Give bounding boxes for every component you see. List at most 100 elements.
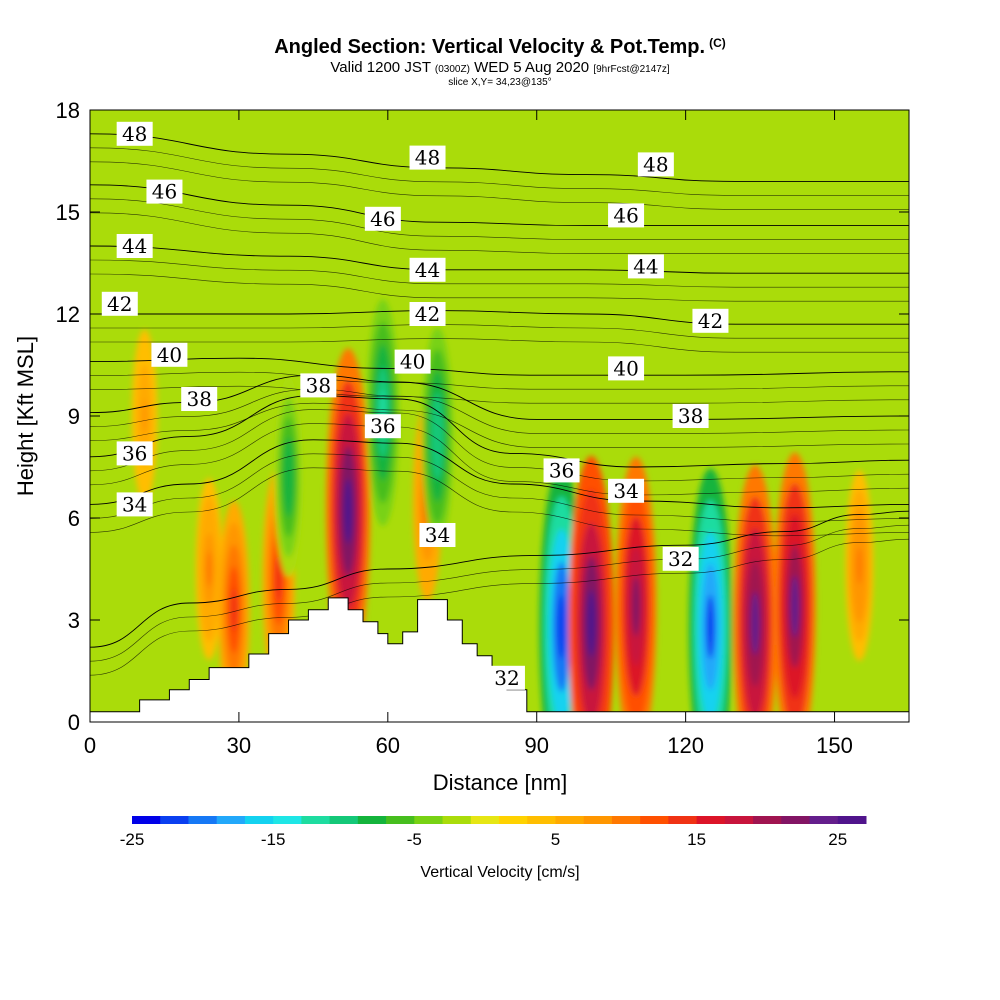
isentrope-minor [90,324,909,339]
contour-label-box [116,492,153,517]
copyright-mark: (C) [709,36,726,50]
velocity-cell [568,455,615,722]
contour-label-box [409,145,446,170]
contour-label: 34 [608,478,645,503]
contour-label-text: 48 [122,122,147,146]
contour-label-box [101,291,138,316]
colorbar-swatch [357,816,387,824]
contour-label-text: 34 [425,523,450,547]
y-tick-label: 0 [68,710,80,735]
y-tick-label: 18 [56,98,80,123]
contour-label-text: 34 [122,492,147,516]
x-tick-label: 150 [816,733,853,758]
valid-date: WED 5 Aug 2020 [474,59,590,76]
isentrope-minor [90,423,909,496]
isentrope-46 [90,184,909,227]
contour-label-text: 36 [122,441,147,465]
contour-label-box [364,206,401,231]
velocity-cell-level [206,550,212,588]
x-axis-label: Distance [nm] [433,770,568,795]
contour-label: 42 [692,308,729,333]
colorbar-swatch [301,816,331,824]
contour-label: 44 [627,254,664,279]
contour-label-text: 40 [157,343,182,367]
x-tick-label: 90 [524,733,548,758]
contour-label: 40 [394,349,431,374]
isentrope-minor [90,198,909,240]
y-axis-label: Height [Kft MSL] [13,336,38,496]
x-tick-label: 120 [667,733,704,758]
isentrope-42 [90,310,909,325]
contour-label: 42 [409,302,446,326]
velocity-cell [325,348,371,675]
colorbar-swatch [696,816,726,824]
contour-label: 48 [116,121,153,146]
velocity-cell [195,478,223,660]
contour-label-box [627,254,664,279]
contour-label-text: 48 [415,146,440,170]
contour-label: 42 [101,291,138,316]
velocity-cell-level [750,591,760,656]
colorbar-swatch [809,816,839,824]
velocity-cell-level [285,457,292,498]
contour-label-text: 42 [107,292,132,316]
contour-label-box [116,441,153,466]
colorbar-swatch [499,816,528,824]
contour-label-text: 44 [633,254,658,278]
valid-utc: (0300Z) [434,64,470,75]
colorbar-swatch [668,816,698,824]
isentrope-minor [90,538,909,676]
isentrope-minor [90,259,909,288]
colorbar-tick-label: 15 [687,830,706,849]
contour-label: 32 [488,665,525,690]
isentrope-minor [90,453,909,523]
velocity-cell-level [586,589,596,657]
isentrope-minor [90,409,909,482]
colorbar-swatch [244,816,274,824]
contour-label-box [409,302,446,326]
colorbar-tick-label: -5 [407,830,422,849]
contour-label-box [608,203,645,228]
isentrope-36 [90,395,909,468]
velocity-cell [733,464,777,722]
isentrope-minor [90,147,909,196]
contour-label: 46 [146,179,183,204]
contour-label-text: 46 [613,203,638,227]
isentrope-34 [90,439,909,509]
contour-label-box [300,373,337,398]
colorbar-swatch [611,816,641,824]
isentrope-minor [90,212,909,254]
contour-label-box [672,404,709,428]
isentrope-44 [90,245,909,274]
y-tick-label: 12 [56,302,80,327]
contour-label: 40 [608,356,645,381]
isentrope-lines [90,133,909,676]
isentrope-32 [90,510,909,648]
contour-label: 44 [116,234,153,258]
colorbar-swatch [442,816,472,824]
slice-info: slice X,Y= 34,23@135° [448,77,552,88]
colorbar-swatch [583,816,613,824]
contour-label: 36 [364,414,401,439]
contour-label-text: 44 [415,258,440,282]
cross-section-plot: 4846444240383634484644424038363432484644… [13,98,910,795]
colorbar-swatch [329,816,359,824]
velocity-cell [274,377,304,578]
colorbar-ticks: -25 -15 -5 5 15 25 [120,830,848,849]
isentrope-minor [90,402,909,448]
title-text: Angled Section: Vertical Velocity & Pot.… [274,36,706,58]
contour-label: 46 [364,206,401,231]
colorbar-swatch [837,816,867,824]
colorbar-title: Vertical Velocity [cm/s] [420,864,580,881]
colorbar-tick-label: -25 [120,830,145,849]
contour-labels: 4846444240383634484644424038363432484644… [101,121,729,690]
isentrope-minor [90,161,909,210]
contour-label-text: 42 [415,302,440,326]
contour-label: 38 [181,387,218,411]
contour-label-text: 40 [400,350,425,374]
colorbar-swatch [132,816,161,824]
contour-label-box [409,257,446,282]
velocity-cell [218,500,250,719]
isentrope-minor [90,385,909,404]
